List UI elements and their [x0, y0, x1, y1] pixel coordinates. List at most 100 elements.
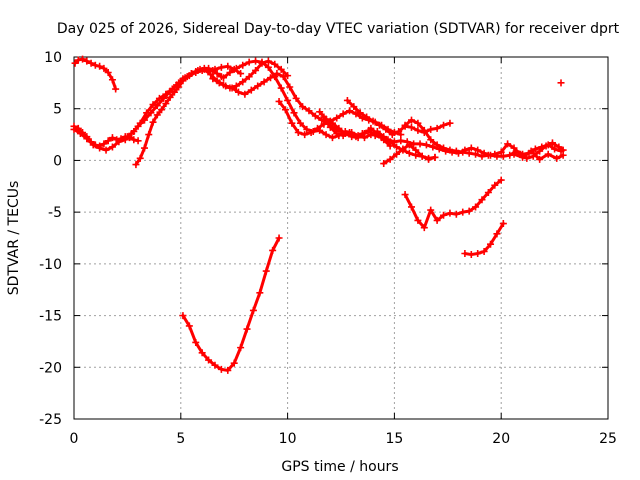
data-point: [292, 94, 300, 102]
data-point: [130, 127, 138, 135]
data-point: [316, 108, 324, 116]
data-point: [277, 65, 285, 73]
data-point: [264, 63, 272, 71]
data-point: [446, 209, 454, 217]
data-point: [269, 246, 277, 254]
data-point: [382, 125, 390, 133]
data-point: [328, 119, 336, 127]
data-point: [452, 210, 460, 218]
data-series-arc-1: [71, 55, 120, 93]
y-tick-label: -5: [48, 205, 62, 221]
data-point: [440, 144, 448, 152]
data-point: [375, 121, 383, 129]
data-point: [465, 149, 473, 157]
data-point: [553, 154, 561, 162]
data-point: [277, 84, 285, 92]
data-point: [232, 82, 240, 90]
data-point: [459, 208, 467, 216]
data-point: [390, 138, 398, 146]
series-line: [125, 59, 290, 139]
data-point: [440, 211, 448, 219]
data-point: [401, 121, 409, 129]
data-point: [205, 356, 213, 364]
data-point: [279, 73, 287, 81]
y-tick-label: 0: [53, 153, 62, 169]
data-point: [91, 61, 99, 69]
data-point: [104, 137, 112, 145]
data-point: [222, 82, 230, 90]
data-point: [271, 60, 279, 68]
y-tick-label: -15: [39, 309, 62, 325]
data-point: [431, 153, 439, 161]
data-point: [397, 137, 405, 145]
data-point: [414, 119, 422, 127]
data-point: [162, 90, 170, 98]
data-point: [140, 144, 148, 152]
data-point: [262, 267, 270, 275]
data-point: [149, 101, 157, 109]
data-point: [363, 113, 371, 121]
data-point: [497, 176, 505, 184]
data-series-arc-13: [401, 116, 567, 162]
data-point: [100, 140, 108, 148]
data-point: [108, 143, 116, 151]
y-tick-label: -20: [39, 360, 62, 376]
data-point: [134, 137, 142, 145]
data-point: [427, 136, 435, 144]
data-point: [480, 247, 488, 255]
data-point: [207, 71, 215, 79]
data-point: [427, 125, 435, 133]
data-point: [352, 110, 360, 118]
x-tick-label: 5: [176, 431, 185, 447]
data-point: [187, 70, 195, 78]
data-point: [467, 144, 475, 152]
data-point: [158, 106, 166, 114]
data-point: [422, 141, 430, 149]
data-point: [472, 203, 480, 211]
data-point: [380, 160, 388, 168]
data-point: [234, 88, 242, 96]
data-point: [484, 151, 492, 159]
data-point: [237, 344, 245, 352]
data-point: [267, 74, 275, 82]
data-point: [369, 117, 377, 125]
data-point: [301, 131, 309, 139]
data-point: [136, 154, 144, 162]
data-point: [108, 76, 116, 84]
data-point: [264, 57, 272, 65]
data-point: [510, 144, 518, 152]
data-point: [551, 145, 559, 153]
data-point: [254, 82, 262, 90]
data-point: [149, 118, 157, 126]
data-point: [89, 141, 97, 149]
data-point: [284, 96, 292, 104]
data-point: [226, 69, 234, 77]
x-tick-label: 10: [279, 431, 297, 447]
data-point: [478, 196, 486, 204]
data-point: [322, 131, 330, 139]
data-point: [305, 107, 313, 115]
data-series-arc-17: [510, 147, 567, 163]
data-point: [209, 75, 217, 83]
data-point: [510, 150, 518, 158]
data-point: [474, 146, 482, 154]
data-point: [230, 359, 238, 367]
data-point: [198, 349, 206, 357]
data-point: [243, 325, 251, 333]
plot-frame: [73, 56, 609, 420]
data-point: [559, 151, 567, 159]
data-point: [241, 90, 249, 98]
data-point: [100, 64, 108, 72]
data-point: [459, 148, 467, 156]
x-axis-label: GPS time / hours: [281, 459, 398, 475]
data-point: [130, 136, 138, 144]
data-point: [414, 216, 422, 224]
data-point: [474, 250, 482, 258]
data-point: [185, 322, 193, 330]
data-point: [96, 144, 104, 152]
data-point: [284, 72, 292, 80]
x-tick-label: 20: [492, 431, 510, 447]
data-point: [181, 74, 189, 82]
data-point: [356, 109, 364, 117]
